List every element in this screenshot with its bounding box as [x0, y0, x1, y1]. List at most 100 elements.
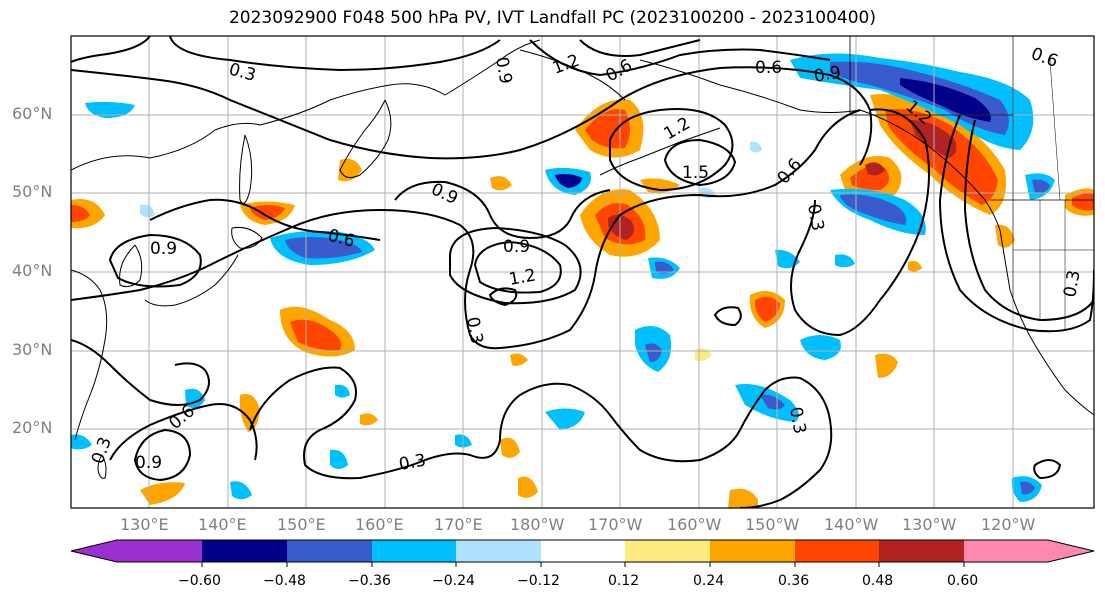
anomaly-patches [71, 53, 1094, 508]
contour-0.3-east-south [1033, 459, 1062, 480]
colorbar-extend-low [71, 540, 117, 562]
colorbar-bin [541, 540, 625, 562]
colorbar-tick-label: 0.60 [947, 573, 979, 589]
patch-neg [230, 481, 252, 500]
lon-label: 170°E [434, 515, 483, 534]
patch-neg [830, 61, 1009, 135]
kamchatka-coast [339, 99, 392, 179]
japan-honshu [144, 254, 239, 307]
aleutians [599, 127, 721, 176]
patch-neg [335, 384, 350, 398]
contour-label: 0.9 [150, 239, 177, 259]
patch-neg [800, 335, 841, 360]
contour-1.2-east-ring [963, 119, 1094, 322]
patch-pos [360, 413, 378, 426]
colorbar-tick-label: 0.12 [608, 573, 640, 589]
colorbar-bin [372, 540, 456, 562]
patch-pos [290, 319, 342, 351]
map-title: 2023092900 F048 500 hPa PV, IVT Landfall… [228, 8, 876, 28]
colorbar-tick-label: −0.36 [348, 573, 391, 589]
colorbar-bin [879, 540, 964, 562]
contour-0.9-japan [108, 233, 202, 288]
lon-label: 160°W [667, 515, 722, 534]
colorbar-bin [202, 540, 287, 562]
lon-label: 150°W [745, 515, 800, 534]
contour-label: 0.3 [397, 451, 427, 475]
colorbar-outline [70, 539, 1095, 563]
coastlines [71, 36, 1094, 479]
lon-label: 150°E [277, 515, 326, 534]
contour-0.9-arc [529, 39, 831, 77]
lat-label: 40°N [12, 261, 53, 280]
patch-neg [555, 174, 582, 188]
contour-1.5-alaska [663, 138, 737, 187]
patch-pos [510, 353, 528, 366]
patch-pos [490, 176, 512, 191]
contour-label: 0.6 [755, 58, 782, 78]
colorbar-tick-label: −0.60 [178, 573, 221, 589]
contour-0.6-west [71, 66, 873, 166]
lon-label: 160°E [355, 515, 404, 534]
contour-1.2-japan [71, 36, 151, 63]
korea [119, 244, 143, 288]
colorbar-tick-label: −0.24 [432, 573, 475, 589]
colorbar-tick-label: 0.48 [862, 573, 894, 589]
patch-pos [908, 260, 922, 272]
patch-neg [85, 101, 135, 118]
colorbar-bin [795, 540, 879, 562]
contour-label: 0.9 [135, 453, 162, 473]
contour-label: 0.3 [462, 315, 486, 345]
patch-pos [875, 353, 898, 378]
contour-0.3-north [169, 36, 501, 72]
patch-pos [1072, 193, 1094, 211]
lon-label: 130°E [120, 515, 169, 534]
patch-pos [585, 109, 630, 149]
patch-neg [1020, 481, 1035, 495]
canada-prov [1012, 36, 1061, 201]
patch-neg [645, 343, 662, 362]
lat-label: 50°N [12, 182, 53, 201]
lon-label: 140°W [824, 515, 879, 534]
patch-pos [865, 162, 885, 176]
colorbar [70, 539, 1095, 567]
contour-0.9-east-ring [938, 114, 1094, 333]
bering-coast [519, 49, 626, 101]
contour-small-1 [713, 306, 742, 327]
colorbar-bin [456, 540, 541, 562]
pv-contours [71, 36, 1094, 508]
colorbar-tick-label: 0.36 [778, 573, 810, 589]
colorbar-bin [287, 540, 372, 562]
patch-pos [518, 476, 538, 498]
contour-0.3-south [249, 366, 833, 508]
lon-label: 120°W [981, 515, 1036, 534]
patch-pos [250, 205, 285, 220]
contour-0.3-south-west [71, 339, 210, 406]
colorbar-tick-label: −0.48 [263, 573, 306, 589]
contour-label: 0.3 [803, 202, 827, 232]
contour-1.2-alaska [609, 108, 734, 192]
lon-label: 170°W [588, 515, 643, 534]
colorbar-bin [117, 540, 202, 562]
contour-0.6-south [109, 403, 258, 461]
contour-1.2-mid [473, 240, 562, 294]
lat-label: 60°N [12, 104, 53, 123]
patch-neg [750, 141, 762, 153]
patch-neg [900, 78, 991, 122]
patch-pos [71, 205, 90, 222]
asia-coast [71, 39, 541, 171]
patch-pos [500, 437, 520, 458]
lon-label: 180°W [510, 515, 565, 534]
sakhalin [239, 134, 253, 204]
contour-label: 0.9 [812, 63, 842, 87]
colorbar-bin [710, 540, 795, 562]
contour-label: 0.9 [491, 55, 515, 85]
lon-label: 130°W [902, 515, 957, 534]
patch-neg [545, 408, 585, 430]
taiwan [97, 454, 107, 479]
patch-neg [330, 449, 348, 469]
china-coast [71, 269, 108, 441]
contour-label: 1.5 [682, 163, 709, 183]
patch-pos [754, 296, 780, 322]
lon-label: 140°E [198, 515, 247, 534]
